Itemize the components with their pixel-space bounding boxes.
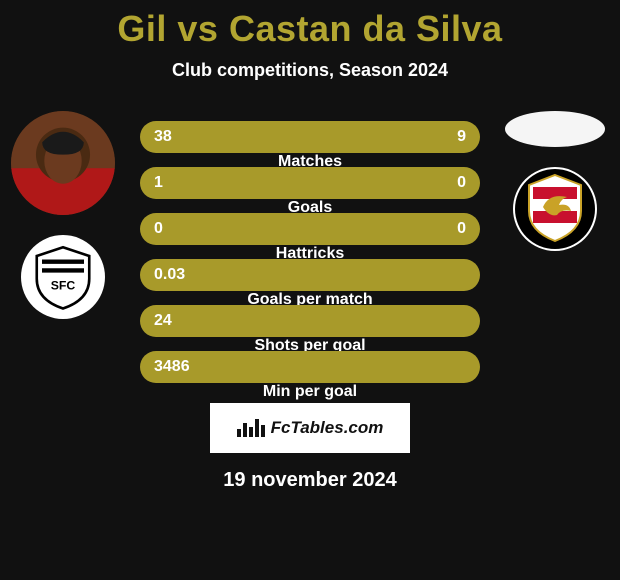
subtitle: Club competitions, Season 2024 [0,60,620,81]
stats-list: 389Matches10Goals00Hattricks0.03Goals pe… [140,121,480,383]
stat-bar: 00 [140,213,480,245]
avatar-icon [11,111,115,215]
stat-row: 24Shots per goal [140,305,480,337]
stat-left-value: 3486 [154,358,190,376]
stat-row: 3486Min per goal [140,351,480,383]
stat-row: 389Matches [140,121,480,153]
stat-left-value: 0 [154,220,163,238]
watermark: FcTables.com [210,403,410,453]
stat-left-value: 38 [154,128,172,146]
stat-left-value: 0.03 [154,266,185,284]
stat-bar: 24 [140,305,480,337]
stat-label: Min per goal [263,383,357,401]
stat-row: 10Goals [140,167,480,199]
stat-left-value: 24 [154,312,172,330]
snapshot-date: 19 november 2024 [0,469,620,492]
stat-bar: 38 9 [140,121,480,153]
stat-right-value: 9 [457,128,466,146]
stat-bar: 10 [140,167,480,199]
sport-badge-icon [513,167,597,251]
santos-badge-icon: SFC [28,242,98,312]
right-club-badge [513,167,597,251]
stat-right-value: 0 [457,174,466,192]
left-player-avatar [11,111,115,215]
right-player-avatar [505,111,605,147]
svg-text:SFC: SFC [51,278,76,292]
stat-left-value: 1 [154,174,163,192]
comparison-area: SFC 389Matches10Goals00Hattricks0.03Goal… [0,121,620,492]
bar-chart-icon [237,419,265,437]
right-player-column [500,111,610,251]
left-player-column: SFC [8,111,118,319]
stat-bar: 3486 [140,351,480,383]
watermark-text: FcTables.com [271,418,384,438]
stat-row: 00Hattricks [140,213,480,245]
left-club-badge: SFC [21,235,105,319]
page-title: Gil vs Castan da Silva [0,0,620,50]
stat-row: 0.03Goals per match [140,259,480,291]
stat-bar: 0.03 [140,259,480,291]
stat-right-value: 0 [457,220,466,238]
